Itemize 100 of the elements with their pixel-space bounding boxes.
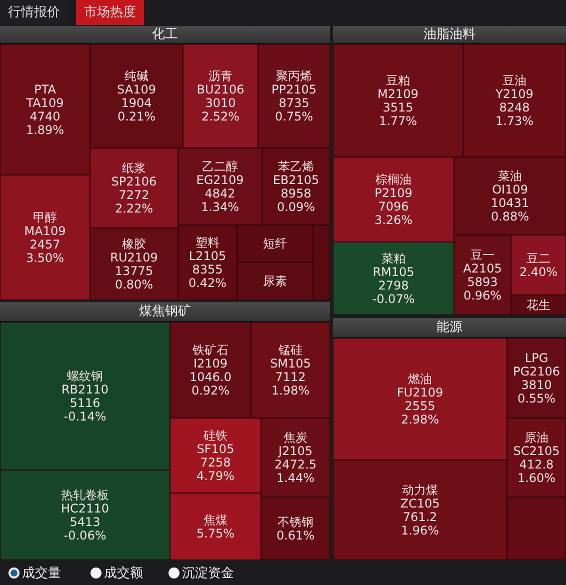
category-label: 纯碱 — [124, 68, 148, 83]
category-label: 锰硅 — [278, 342, 302, 357]
text: 2555 — [404, 398, 436, 413]
category-label: 塑料 — [196, 235, 220, 250]
data-label: 1.96% — [400, 523, 440, 538]
category-label: 豆一 — [470, 248, 494, 262]
data-label: 0.96% — [463, 288, 502, 302]
category-label: 短纤 — [263, 236, 287, 250]
text: Y2109 — [496, 86, 534, 101]
text: SM105 — [270, 356, 311, 370]
text: 3010 — [205, 96, 236, 110]
text: SA109 — [117, 82, 156, 96]
data-label: 0.75% — [274, 109, 314, 124]
text: 4842 — [204, 186, 236, 200]
text: FU2109 — [396, 385, 444, 400]
text: SP2106 — [111, 174, 157, 188]
data-label: 1.73% — [495, 114, 534, 128]
data-label: -0.14% — [64, 409, 106, 424]
text: ZC105 — [400, 496, 440, 510]
text: PP2105 — [271, 82, 317, 96]
data-label: 2.52% — [201, 109, 240, 124]
category-label: 棕榈油 — [376, 172, 412, 186]
text: 7112 — [275, 370, 306, 384]
text: 市场热度 — [76, 0, 144, 25]
category-label: 苯乙烯 — [278, 159, 314, 174]
data-label: 1.98% — [271, 383, 310, 398]
data-label: 0.80% — [114, 277, 154, 292]
text: A2105 — [463, 261, 502, 276]
category-label: 聚丙烯 — [276, 68, 312, 83]
text: 2472.5 — [274, 457, 316, 472]
text: I2109 — [193, 356, 228, 370]
category-label: 硅铁 — [202, 428, 228, 442]
text: J2105 — [278, 444, 313, 458]
text: SC2105 — [513, 444, 560, 458]
category-label: 燃油 — [408, 372, 432, 386]
data-label: 2.98% — [400, 412, 440, 426]
text: 成交额 — [103, 565, 143, 583]
data-label: 1.34% — [200, 200, 240, 214]
text: SF105 — [196, 442, 234, 456]
text: PG2106 — [512, 364, 560, 378]
data-label: 4.79% — [196, 468, 235, 483]
text: M2109 — [378, 86, 418, 101]
category-label: 铁矿石 — [192, 342, 228, 357]
data-label: 0.92% — [191, 383, 230, 398]
category-label: 橡胶 — [122, 236, 146, 251]
text: L2105 — [188, 248, 226, 263]
category-label: 沥青 — [208, 68, 232, 83]
text: 10431 — [490, 196, 530, 210]
text: 8248 — [499, 100, 530, 114]
data-label: 0.88% — [490, 209, 530, 224]
text: 5413 — [70, 514, 100, 529]
text: 2798 — [378, 278, 409, 292]
text: RB2110 — [61, 382, 109, 396]
text: 7272 — [118, 188, 150, 202]
text: EG2109 — [196, 172, 244, 187]
text: 8355 — [192, 262, 223, 276]
category-label: 焦炭 — [284, 430, 308, 444]
data-label: 0.21% — [117, 109, 156, 124]
text: P2109 — [374, 186, 412, 200]
data-label: 0.42% — [188, 276, 227, 290]
category-label: 甲醇 — [33, 210, 57, 224]
text: 7096 — [378, 199, 409, 214]
text: 沉淀资金 — [181, 565, 234, 583]
data-label: -0.06% — [64, 528, 106, 542]
text: 412.8 — [519, 457, 554, 472]
text: TA109 — [26, 96, 64, 110]
category-label: 螺纹钢 — [67, 368, 103, 383]
text: HC2110 — [61, 501, 109, 516]
data-label: 1.77% — [378, 114, 418, 128]
text: 行情报价 — [0, 0, 68, 25]
category-label: 花生 — [526, 298, 550, 312]
category-label: LPG — [524, 350, 548, 365]
data-label: 5.75% — [196, 526, 235, 540]
text: 5893 — [467, 274, 498, 289]
text: 3810 — [521, 378, 552, 392]
category-label: 纸浆 — [122, 160, 146, 175]
category-label: 豆油 — [502, 73, 526, 88]
text: 7258 — [200, 455, 231, 470]
text: 能源 — [333, 318, 566, 338]
data-label: 1.60% — [517, 470, 556, 485]
category-label: 不锈钢 — [278, 514, 314, 529]
category-label: 尿素 — [263, 274, 287, 288]
data-label: 0.09% — [276, 200, 316, 214]
data-label: 3.26% — [374, 212, 413, 227]
text: 1046.0 — [190, 370, 232, 384]
category-label: 原油 — [524, 430, 548, 444]
text: RM105 — [372, 264, 414, 279]
category-label: 热轧卷板 — [61, 488, 109, 502]
text: 4740 — [30, 109, 60, 124]
text: 13775 — [114, 264, 154, 278]
category-label: 菜油 — [498, 168, 522, 183]
data-label: 3.50% — [26, 250, 64, 265]
data-label: 2.40% — [519, 264, 558, 279]
text: 5116 — [70, 396, 100, 410]
text: 化工 — [0, 26, 330, 44]
data-label: 0.55% — [517, 391, 556, 406]
data-label: 1.89% — [26, 122, 64, 137]
text: 8958 — [280, 186, 312, 200]
data-label: -0.07% — [372, 292, 415, 306]
category-label: 菜粕 — [382, 251, 406, 266]
